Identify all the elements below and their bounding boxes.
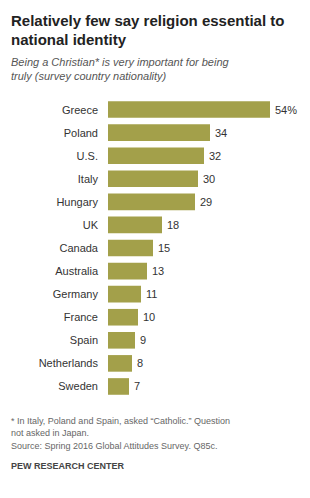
svg-text:* In Italy, Poland and Spain,: * In Italy, Poland and Spain, asked “Cat…: [11, 416, 232, 426]
svg-text:Canada: Canada: [59, 242, 98, 254]
svg-text:Being a Christian* is very imp: Being a Christian* is very important for…: [11, 56, 232, 68]
svg-text:Germany: Germany: [53, 288, 99, 300]
svg-text:France: France: [64, 311, 98, 323]
svg-text:11: 11: [146, 288, 157, 300]
svg-text:Italy: Italy: [78, 173, 99, 185]
svg-text:34: 34: [215, 127, 227, 139]
svg-text:10: 10: [143, 311, 155, 323]
svg-text:Relatively few say religion es: Relatively few say religion essential to: [11, 12, 289, 29]
svg-text:18: 18: [167, 219, 179, 231]
svg-text:truly (survey country national: truly (survey country nationality): [11, 70, 167, 82]
svg-text:32: 32: [209, 150, 221, 162]
svg-text:PEW RESEARCH CENTER: PEW RESEARCH CENTER: [11, 461, 125, 471]
svg-text:Netherlands: Netherlands: [39, 357, 99, 369]
svg-text:Greece: Greece: [62, 104, 98, 116]
svg-text:Spain: Spain: [70, 334, 98, 346]
svg-text:not asked in Japan.: not asked in Japan.: [11, 428, 89, 438]
svg-text:Australia: Australia: [55, 265, 99, 277]
svg-text:7: 7: [134, 380, 140, 392]
svg-text:Sweden: Sweden: [58, 380, 98, 392]
svg-text:Source: Spring 2016 Global Att: Source: Spring 2016 Global Attitudes Sur…: [11, 441, 217, 451]
svg-text:30: 30: [203, 173, 215, 185]
svg-text:9: 9: [140, 334, 146, 346]
svg-text:13: 13: [152, 265, 164, 277]
svg-text:29: 29: [200, 196, 212, 208]
svg-text:U.S.: U.S.: [77, 150, 98, 162]
svg-text:UK: UK: [83, 219, 99, 231]
svg-text:54%: 54%: [275, 104, 297, 116]
svg-text:8: 8: [137, 357, 143, 369]
svg-text:Poland: Poland: [64, 127, 98, 139]
svg-text:Hungary: Hungary: [56, 196, 98, 208]
svg-text:national identity: national identity: [11, 31, 127, 48]
svg-text:15: 15: [158, 242, 170, 254]
